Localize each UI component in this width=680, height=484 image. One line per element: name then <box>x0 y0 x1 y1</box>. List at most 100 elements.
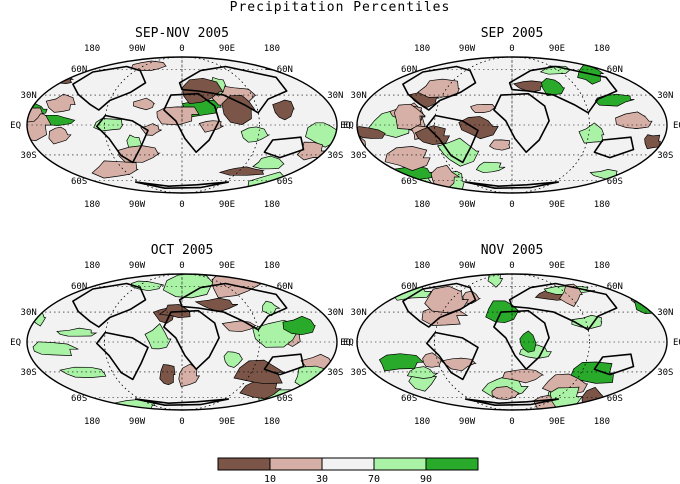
meridian <box>434 57 590 193</box>
lat-label-left: 60S <box>71 177 87 187</box>
contour-region <box>218 166 265 176</box>
lon-label-top: 0 <box>509 261 514 271</box>
colorbar-swatch <box>321 457 375 471</box>
colorbar-swatch <box>269 457 323 471</box>
map-panel: OCT 2005 180 180 90W 90W 0 0 90E 90E 180 180 60N 60N… <box>10 243 354 427</box>
lon-label-top: 90E <box>549 261 565 271</box>
lon-label-bottom: 90W <box>129 417 146 427</box>
lon-label-bottom: 180 <box>414 417 430 427</box>
contour-region <box>130 60 167 71</box>
contour-region <box>37 180 69 193</box>
map-outline <box>356 273 668 411</box>
contour-region <box>27 277 72 287</box>
lat-label-left: 60N <box>71 282 87 292</box>
lon-label-bottom: 180 <box>414 200 430 210</box>
coastline-antarctica <box>134 181 230 189</box>
map-panel: NOV 2005 180 180 90W 90W 0 0 90E 90E 180 180 60N 60N… <box>340 243 680 427</box>
lat-label-right: 60N <box>277 65 293 75</box>
graticule <box>27 57 337 193</box>
contour-region <box>393 103 427 130</box>
lat-label-right: EQ <box>343 121 354 131</box>
map-panel: SEP 2005 180 180 90W 90W 0 0 90E 90E 180 180 60N 60N… <box>340 26 680 210</box>
coastline-australia <box>593 136 635 159</box>
map-outline <box>26 273 338 411</box>
lon-label-top: 180 <box>594 261 610 271</box>
contour-region <box>118 145 161 163</box>
lon-label-top: 90W <box>459 261 476 271</box>
coastline-north-america <box>402 65 477 111</box>
lon-label-top: 180 <box>594 44 610 54</box>
coastline-australia <box>263 136 305 159</box>
lat-label-left: 30S <box>21 151 37 161</box>
contour-region <box>194 297 239 313</box>
lat-label-left: 60S <box>71 394 87 404</box>
coastline-africa <box>163 309 220 370</box>
lon-label-bottom: 90E <box>219 417 235 427</box>
meridian <box>104 57 260 193</box>
lat-label-right: 60N <box>607 282 623 292</box>
lat-label-right: EQ <box>343 338 354 348</box>
lat-label-right: EQ <box>673 121 680 131</box>
lon-label-top: 180 <box>264 261 280 271</box>
lon-label-top: 180 <box>84 261 100 271</box>
lon-label-top: 180 <box>414 261 430 271</box>
colorbar-swatch <box>217 457 271 471</box>
lat-label-right: 60S <box>277 394 293 404</box>
contour-region <box>458 116 499 140</box>
coastlines <box>72 282 305 406</box>
lat-label-right: EQ <box>673 338 680 348</box>
colorbar-legend: 10 30 70 90 <box>217 457 479 484</box>
lat-label-right: 60S <box>277 177 293 187</box>
contour-region <box>470 103 497 113</box>
lat-label-right: 30N <box>327 91 343 101</box>
lat-label-right: 60S <box>607 394 623 404</box>
contour-region <box>488 139 511 151</box>
coastlines <box>402 65 635 189</box>
contour-region <box>133 97 156 111</box>
coastlines <box>72 65 305 189</box>
map-outline <box>356 56 668 194</box>
contour-region <box>233 359 286 385</box>
contour-region <box>578 122 605 144</box>
lat-label-right: 30N <box>657 308 673 318</box>
contour-region <box>140 123 162 136</box>
lon-label-bottom: 0 <box>179 200 184 210</box>
lat-label-left: EQ <box>340 338 351 348</box>
contour-region <box>27 57 46 68</box>
contour-region <box>422 352 443 368</box>
contour-region <box>519 330 537 353</box>
lon-label-bottom: 90W <box>129 200 146 210</box>
lat-label-left: EQ <box>340 121 351 131</box>
lon-label-bottom: 90W <box>459 200 476 210</box>
lat-label-left: 60N <box>401 282 417 292</box>
lon-label-bottom: 180 <box>264 200 280 210</box>
coastline-north-america <box>402 282 477 328</box>
coastline-eurasia <box>178 65 288 114</box>
lat-label-left: 30N <box>351 91 367 101</box>
coastline-eurasia <box>508 282 618 331</box>
lon-label-top: 90W <box>129 44 146 54</box>
lon-label-bottom: 180 <box>594 200 610 210</box>
coastline-south-america <box>426 114 479 164</box>
contour-region <box>27 108 52 142</box>
lat-label-right: 30N <box>657 91 673 101</box>
page-title: Precipitation Percentiles <box>229 0 451 15</box>
lat-label-right: 60N <box>277 282 293 292</box>
coastline-australia <box>263 353 305 376</box>
contour-region <box>384 146 431 171</box>
contour-region <box>641 290 667 299</box>
contour-region <box>357 274 386 293</box>
lon-label-bottom: 180 <box>264 417 280 427</box>
contour-region <box>617 180 667 193</box>
lat-label-right: 60S <box>607 177 623 187</box>
panel-title: SEP 2005 <box>481 26 544 41</box>
lon-label-bottom: 180 <box>84 417 100 427</box>
contour-region <box>357 126 386 139</box>
coastline-south-america <box>96 114 149 164</box>
contour-region <box>640 287 667 298</box>
graticule <box>357 57 667 193</box>
contour-region <box>378 353 425 372</box>
coastlines <box>402 282 635 406</box>
lat-label-right: 60N <box>607 65 623 75</box>
